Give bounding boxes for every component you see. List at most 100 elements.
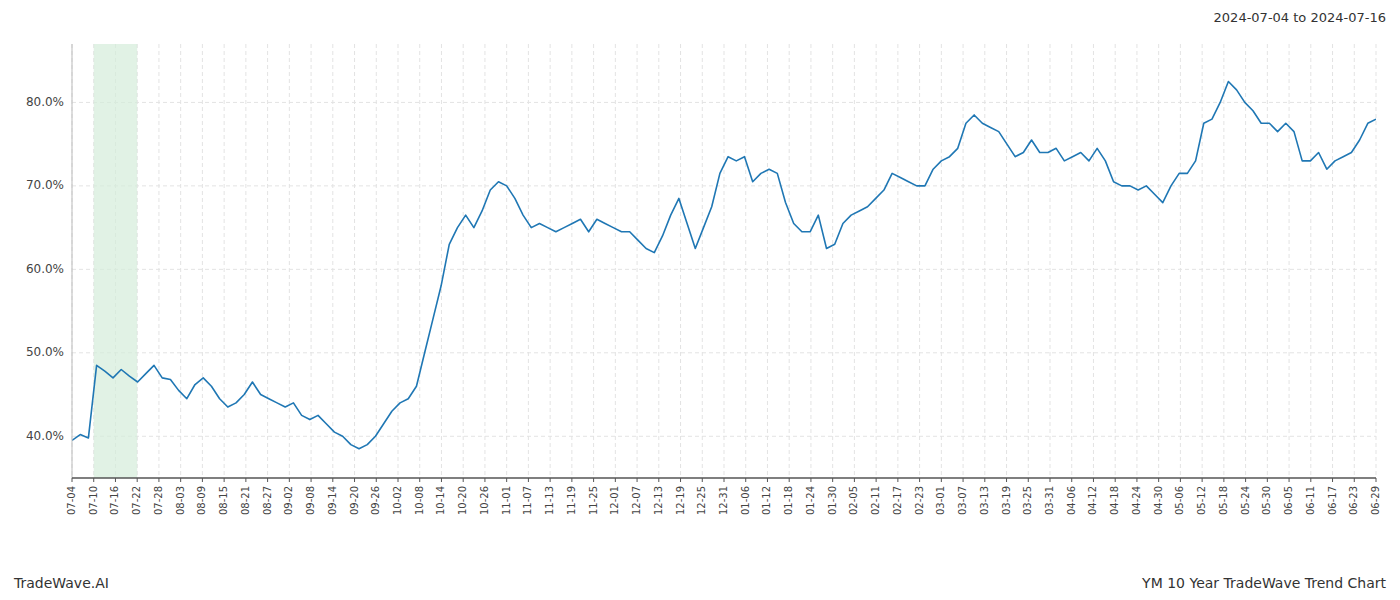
- x-tick: [1289, 478, 1290, 482]
- x-tick: [398, 478, 399, 482]
- x-grid-line: [941, 44, 942, 478]
- x-grid-line: [332, 44, 333, 478]
- x-grid-line: [854, 44, 855, 478]
- x-tick-label: 12-31: [718, 486, 729, 515]
- x-tick: [158, 478, 159, 482]
- x-grid-line: [571, 44, 572, 478]
- chart: 40.0%50.0%60.0%70.0%80.0%07-0407-1007-16…: [0, 0, 1400, 600]
- x-tick: [267, 478, 268, 482]
- x-tick-label: 04-12: [1087, 486, 1098, 515]
- x-tick-label: 02-11: [870, 486, 881, 515]
- x-tick-label: 09-26: [370, 486, 381, 515]
- x-tick-label: 11-19: [566, 486, 577, 515]
- x-tick-label: 07-10: [88, 486, 99, 515]
- x-grid-line: [897, 44, 898, 478]
- x-tick: [702, 478, 703, 482]
- x-grid-line: [224, 44, 225, 478]
- x-tick-label: 09-08: [305, 486, 316, 515]
- background: [0, 0, 1400, 600]
- x-tick: [897, 478, 898, 482]
- x-tick-label: 03-13: [979, 486, 990, 515]
- x-tick: [1202, 478, 1203, 482]
- x-tick: [593, 478, 594, 482]
- x-tick-label: 10-20: [457, 486, 468, 515]
- x-grid-line: [354, 44, 355, 478]
- x-grid-line: [745, 44, 746, 478]
- x-grid-line: [158, 44, 159, 478]
- x-tick-label: 11-13: [544, 486, 555, 515]
- x-tick-label: 09-14: [327, 486, 338, 515]
- x-grid-line: [984, 44, 985, 478]
- x-grid-line: [1332, 44, 1333, 478]
- x-tick: [115, 478, 116, 482]
- x-tick: [93, 478, 94, 482]
- x-tick: [332, 478, 333, 482]
- x-grid-line: [1115, 44, 1116, 478]
- x-tick-label: 04-24: [1131, 486, 1142, 515]
- x-tick: [506, 478, 507, 482]
- x-grid-line: [245, 44, 246, 478]
- x-grid-line: [1050, 44, 1051, 478]
- x-tick: [724, 478, 725, 482]
- x-tick-label: 08-27: [262, 486, 273, 515]
- x-tick: [376, 478, 377, 482]
- x-tick: [1354, 478, 1355, 482]
- x-grid-line: [702, 44, 703, 478]
- x-tick-label: 12-25: [696, 486, 707, 515]
- x-tick: [637, 478, 638, 482]
- x-tick-label: 04-18: [1109, 486, 1120, 515]
- x-tick: [1245, 478, 1246, 482]
- x-grid-line: [1180, 44, 1181, 478]
- x-tick-label: 05-30: [1261, 486, 1272, 515]
- x-tick: [441, 478, 442, 482]
- x-grid-line: [810, 44, 811, 478]
- x-tick: [289, 478, 290, 482]
- series-line: [72, 82, 1376, 449]
- x-tick-label: 03-01: [935, 486, 946, 515]
- x-tick: [419, 478, 420, 482]
- x-tick: [1028, 478, 1029, 482]
- y-tick-label: 80.0%: [26, 95, 64, 109]
- axes: 40.0%50.0%60.0%70.0%80.0%07-0407-1007-16…: [26, 44, 1381, 515]
- x-tick: [571, 478, 572, 482]
- x-tick-label: 05-06: [1174, 486, 1185, 515]
- x-grid-line: [484, 44, 485, 478]
- x-tick-label: 11-25: [588, 486, 599, 515]
- x-grid-line: [1376, 44, 1377, 478]
- x-grid-line: [550, 44, 551, 478]
- x-tick-label: 12-13: [653, 486, 664, 515]
- x-grid-line: [1354, 44, 1355, 478]
- x-grid-line: [1158, 44, 1159, 478]
- x-tick-label: 09-02: [283, 486, 294, 515]
- x-tick: [463, 478, 464, 482]
- x-grid-line: [506, 44, 507, 478]
- x-tick-label: 02-05: [848, 486, 859, 515]
- x-tick: [1115, 478, 1116, 482]
- x-grid-line: [441, 44, 442, 478]
- x-grid-line: [1310, 44, 1311, 478]
- x-tick-label: 06-23: [1348, 486, 1359, 515]
- x-tick: [1158, 478, 1159, 482]
- x-tick: [311, 478, 312, 482]
- x-tick: [789, 478, 790, 482]
- x-tick-label: 03-31: [1044, 486, 1055, 515]
- x-tick-label: 06-29: [1370, 486, 1381, 515]
- x-tick: [919, 478, 920, 482]
- x-grid-line: [724, 44, 725, 478]
- x-tick: [876, 478, 877, 482]
- x-tick-label: 04-06: [1066, 486, 1077, 515]
- x-tick-label: 07-28: [153, 486, 164, 515]
- x-tick-label: 01-18: [783, 486, 794, 515]
- x-tick: [1310, 478, 1311, 482]
- x-tick-label: 02-23: [914, 486, 925, 515]
- x-grid-line: [180, 44, 181, 478]
- x-tick-label: 06-05: [1283, 486, 1294, 515]
- x-tick: [658, 478, 659, 482]
- x-tick: [1093, 478, 1094, 482]
- x-tick: [1376, 478, 1377, 482]
- x-grid-line: [1223, 44, 1224, 478]
- x-tick: [984, 478, 985, 482]
- x-tick: [1332, 478, 1333, 482]
- x-grid-line: [832, 44, 833, 478]
- x-tick-label: 06-17: [1327, 486, 1338, 515]
